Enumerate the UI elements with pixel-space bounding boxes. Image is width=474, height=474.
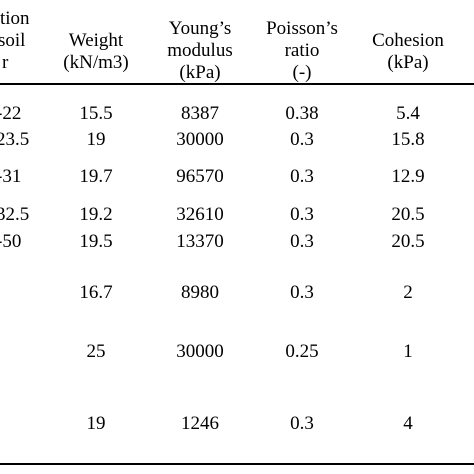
header-cohesion-line-2: (kPa)	[387, 52, 429, 73]
cell-first: -31	[0, 166, 22, 187]
cell-poisson: 0.3	[290, 204, 314, 225]
cell-weight: 19.5	[79, 231, 113, 252]
cell-modulus: 8980	[181, 282, 219, 303]
cell-poisson: 0.38	[285, 103, 319, 124]
table-bottom-rule	[0, 463, 474, 465]
header-weight-line-1: Weight	[68, 30, 124, 51]
header-youngs-line-2: modulus	[167, 40, 233, 61]
cell-weight: 19.7	[79, 166, 113, 187]
cell-modulus: 32610	[176, 204, 224, 225]
header-weight: Weight (kN/m3)	[52, 30, 140, 74]
header-divider	[0, 83, 474, 85]
header-poisson-line-1: Poisson’s	[266, 18, 338, 39]
cell-modulus: 1246	[181, 413, 219, 434]
cell-cohesion: 5.4	[396, 103, 420, 124]
cell-cohesion: 20.5	[391, 204, 425, 225]
cell-weight: 19	[86, 413, 106, 434]
cell-first: -22	[0, 103, 22, 124]
header-youngs-modulus: Young’s modulus (kPa)	[150, 18, 250, 84]
cell-first: 23.5	[0, 129, 30, 150]
cell-poisson: 0.25	[285, 341, 319, 362]
header-cohesion: Cohesion (kPa)	[358, 30, 458, 74]
cell-poisson: 0.3	[290, 413, 314, 434]
cell-cohesion: 4	[403, 413, 413, 434]
cell-weight: 16.7	[79, 282, 113, 303]
cell-cohesion: 1	[403, 341, 413, 362]
header-first-line-2: soil	[0, 30, 26, 51]
cell-first: 32.5	[0, 204, 30, 225]
cell-cohesion: 12.9	[391, 166, 425, 187]
cell-modulus: 96570	[176, 166, 224, 187]
header-first-column: tion soil r	[0, 8, 30, 74]
header-poissons-ratio: Poisson’s ratio (-)	[252, 18, 352, 84]
cell-poisson: 0.3	[290, 166, 314, 187]
header-youngs-line-1: Young’s	[168, 18, 232, 39]
cell-modulus: 13370	[176, 231, 224, 252]
header-poisson-line-3: (-)	[292, 62, 312, 83]
cell-weight: 19.2	[79, 204, 113, 225]
cell-poisson: 0.3	[290, 129, 314, 150]
header-poisson-line-2: ratio	[284, 40, 320, 61]
cell-weight: 25	[86, 341, 106, 362]
cell-cohesion: 20.5	[391, 231, 425, 252]
cell-weight: 19	[86, 129, 106, 150]
cell-cohesion: 2	[403, 282, 413, 303]
cell-cohesion: 15.8	[391, 129, 425, 150]
header-youngs-line-3: (kPa)	[179, 62, 221, 83]
cell-modulus: 8387	[181, 103, 219, 124]
header-cohesion-line-1: Cohesion	[372, 30, 444, 51]
cell-poisson: 0.3	[290, 231, 314, 252]
cell-modulus: 30000	[176, 129, 224, 150]
header-first-line-1: tion	[0, 8, 30, 29]
header-first-line-3: r	[2, 52, 9, 73]
cell-first: -50	[0, 231, 22, 252]
cell-modulus: 30000	[176, 341, 224, 362]
header-weight-line-2: (kN/m3)	[63, 52, 129, 73]
cell-poisson: 0.3	[290, 282, 314, 303]
cell-weight: 15.5	[79, 103, 113, 124]
